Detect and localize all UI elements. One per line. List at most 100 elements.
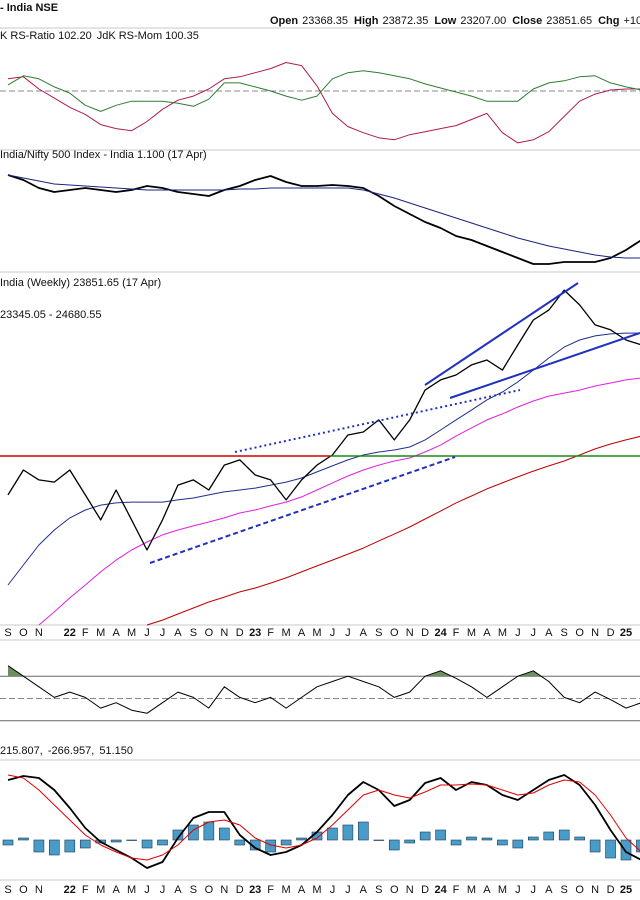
quote-value: 23872.35 [382,15,428,27]
histogram-bar [388,839,400,851]
x-tick-label: S [561,884,568,896]
quote-label: Chg [598,15,619,27]
histogram-bar [203,821,215,841]
histogram-bar [141,839,153,849]
overbought-fill [8,665,640,677]
x-tick-label: D [607,627,615,639]
x-tick-label: O [575,884,584,896]
x-tick-label: J [515,627,521,639]
x-tick-label: M [96,627,105,639]
x-tick-label: J [515,884,521,896]
x-tick-label: M [467,884,476,896]
histogram-bar [512,839,524,849]
x-tick-label: N [406,884,414,896]
series-line [7,62,640,144]
series-line [38,377,640,626]
histogram-bar [296,837,307,841]
x-tick-label: O [19,884,28,896]
x-tick-label: M [127,627,136,639]
trend-line [424,282,579,386]
annotations [0,282,640,564]
histogram-bar [49,839,60,856]
x-tick-label: M [467,627,476,639]
x-tick-label: O [575,627,584,639]
x-tick-label: 25 [620,627,632,639]
panel [2,774,640,869]
histogram-bar [558,829,570,841]
x-tick-label: O [19,627,28,639]
x-tick-label: O [205,884,214,896]
quote-label: High [354,15,379,27]
x-tick-label: J [144,627,150,639]
histogram-bar [466,836,477,841]
histogram-bar [404,839,416,844]
x-tick-label: S [375,884,382,896]
x-tick-label: M [498,884,507,896]
x-tick-label: F [82,627,89,639]
x-tick-label: F [267,884,274,896]
x-tick-label: A [112,884,120,896]
x-tick-label: D [236,884,244,896]
histogram-bar [435,829,446,841]
series-line [7,174,640,265]
histogram-bar [79,839,91,849]
series-line [7,289,640,551]
histogram-bar [636,839,640,853]
series-line [7,70,640,112]
x-tick-label: F [453,627,460,639]
histogram-bar [574,836,585,841]
histogram-bar [18,837,29,841]
x-tick-label: A [360,627,368,639]
x-tick-label: N [406,627,414,639]
panel [7,174,640,265]
x-tick-label: 24 [434,627,447,639]
legend-entry: -266.957, [48,745,94,757]
legend-entry: K RS-Ratio 102.20 [0,30,92,42]
x-tick-label: J [160,884,166,896]
legend-entry: 51.150 [99,745,133,757]
x-tick-label: D [607,884,615,896]
histogram-bar [33,839,45,853]
x-tick-label: F [267,627,274,639]
series-line [7,174,640,259]
panel [0,665,640,722]
trend-line [449,332,640,399]
series-line [7,665,640,714]
histogram-bar [358,821,369,841]
x-tick-label: J [531,627,537,639]
exchange-label: - India NSE [0,2,58,14]
x-tick-label: N [220,884,228,896]
histogram-bar [280,839,292,846]
histogram-bar [2,839,14,846]
quote-label: Close [512,15,542,27]
x-tick-label: J [345,884,351,896]
histogram-bar [219,827,230,841]
x-tick-label: S [4,627,11,639]
x-tick-label: M [282,627,291,639]
series-line [7,774,640,861]
x-tick-label: A [174,627,182,639]
x-tick-label: J [345,627,351,639]
histogram-bar [110,839,122,843]
histogram-bar [589,839,601,853]
x-tick-label: J [144,884,150,896]
x-tick-label: M [312,627,321,639]
x-tick-label: A [483,627,491,639]
quote-value: +102 [624,15,640,27]
x-tick-label: J [330,627,336,639]
x-tick-label: A [112,627,120,639]
x-tick-label: D [421,884,429,896]
x-tick-label: A [483,884,491,896]
x-tick-label: S [190,627,197,639]
panel-title: India (Weekly) 23851.65 (17 Apr) [0,277,161,289]
x-tick-label: A [298,627,306,639]
histogram-bar [605,839,616,859]
x-tick-label: M [312,884,321,896]
legend-entry: 215.807, [0,745,43,757]
x-tick-label: N [220,627,228,639]
x-tick-label: A [298,884,306,896]
x-tick-label: S [4,884,11,896]
x-tick-label: 22 [64,627,76,639]
quote-value: 23207.00 [460,15,506,27]
